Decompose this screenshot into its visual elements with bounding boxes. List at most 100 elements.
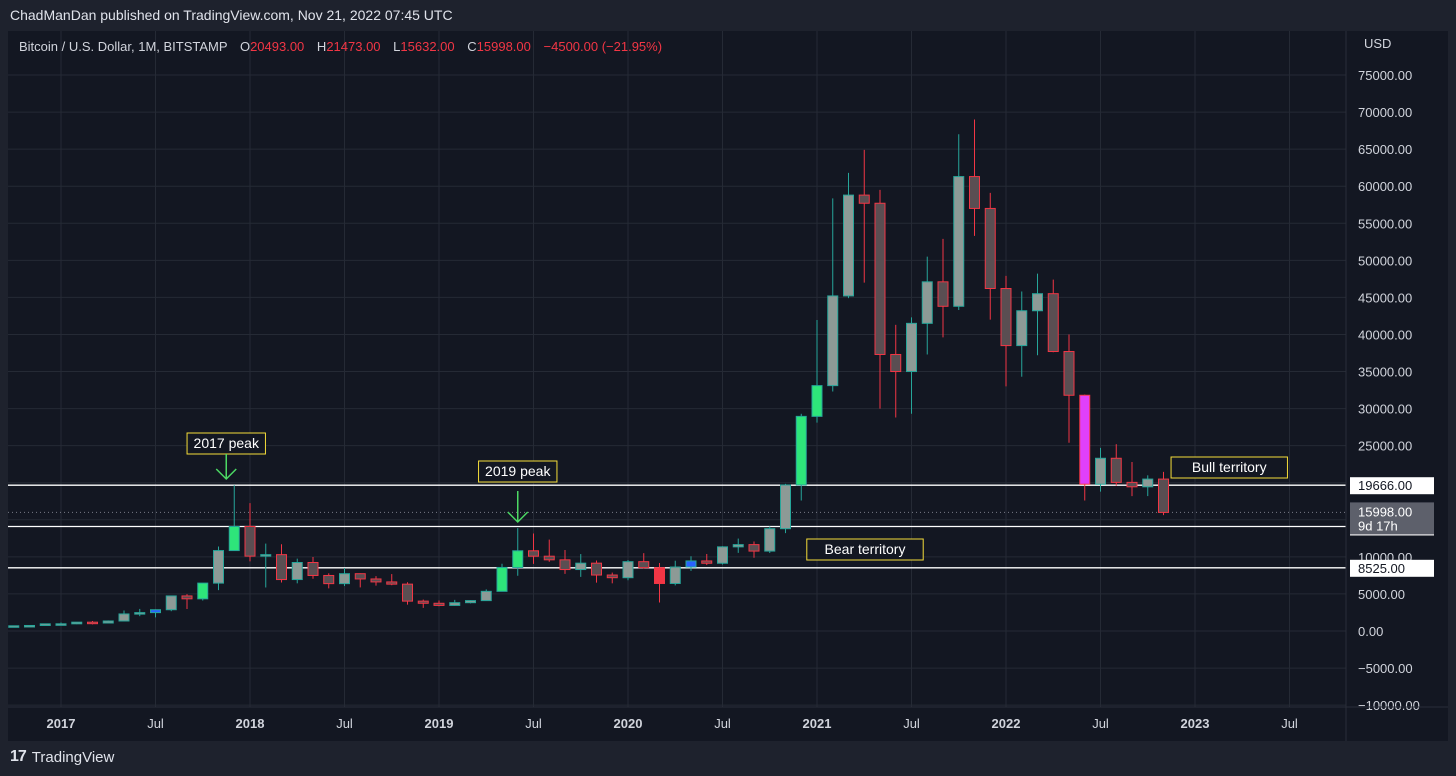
level-price-badge (1350, 559, 1434, 577)
candle-body[interactable] (1016, 310, 1028, 347)
chart-panel[interactable]: 2017 peak 2019 peak Bull territory Bear ter… (8, 31, 1448, 741)
candle-body[interactable] (339, 573, 350, 585)
candle-body[interactable] (906, 322, 917, 373)
candle-body[interactable] (858, 194, 870, 204)
candle-body[interactable] (1063, 351, 1075, 396)
y-tick-label: 60000.00 (1358, 179, 1412, 194)
candle-body[interactable] (87, 621, 98, 625)
candle-body[interactable] (701, 560, 713, 564)
candle-body[interactable] (370, 578, 382, 583)
candle-body[interactable] (71, 621, 83, 625)
annotation-2019-peak-text: 2019 peak (485, 463, 551, 479)
candle-body[interactable] (496, 566, 508, 592)
candle-body[interactable] (512, 550, 524, 568)
candle-body[interactable] (228, 525, 240, 552)
candle-body[interactable] (984, 207, 996, 290)
candle-body[interactable] (969, 176, 980, 209)
candle-body[interactable] (669, 566, 681, 584)
candle-body[interactable] (780, 484, 791, 530)
candle-body[interactable] (953, 176, 965, 307)
candle-body[interactable] (921, 281, 933, 324)
candle-body[interactable] (417, 600, 429, 604)
tradingview-footer[interactable]: 17 TradingView (10, 748, 114, 766)
candle-body[interactable] (102, 620, 114, 624)
x-tick-label: 2022 (992, 716, 1021, 731)
candle-body[interactable] (402, 583, 413, 602)
change-value: −4500.00 (−21.95%) (543, 39, 663, 54)
high-label: H (316, 39, 327, 54)
candle-body[interactable] (165, 595, 177, 611)
low-label: L (393, 39, 401, 54)
candle-body[interactable] (559, 559, 571, 571)
candle-body[interactable] (197, 582, 209, 600)
candle-body[interactable] (1095, 457, 1106, 485)
candle-body[interactable] (213, 550, 224, 584)
candle-body[interactable] (24, 624, 35, 628)
annotation-2017-peak-text: 2017 peak (194, 435, 260, 451)
candle-body[interactable] (638, 561, 650, 569)
candle-body[interactable] (1000, 288, 1012, 347)
annotation-bull-territory-border (1170, 456, 1288, 479)
annotation-2019-peak[interactable]: 2019 peak (478, 460, 558, 483)
candle-body[interactable] (39, 623, 51, 626)
candle-body[interactable] (8, 625, 20, 628)
candle-body[interactable] (386, 581, 398, 585)
y-tick-label: 5000.00 (1358, 587, 1405, 602)
candle-body[interactable] (764, 528, 776, 552)
candle-body[interactable] (354, 573, 366, 580)
candle-body[interactable] (937, 281, 949, 307)
candle-body[interactable] (480, 590, 492, 602)
candle-body[interactable] (55, 623, 67, 626)
x-tick-label: 2019 (425, 716, 454, 731)
candle-body[interactable] (276, 554, 287, 581)
candle-body[interactable] (795, 415, 807, 486)
candle-body[interactable] (449, 602, 461, 606)
candle-body[interactable] (465, 600, 476, 604)
candle-body[interactable] (260, 554, 272, 557)
candle-body[interactable] (433, 602, 445, 606)
candle-body[interactable] (1047, 293, 1059, 353)
candle-body[interactable] (307, 562, 319, 576)
candle-body[interactable] (323, 574, 335, 585)
y-tick-label: −10000.00 (1358, 698, 1420, 713)
candle-body[interactable] (1126, 481, 1138, 488)
candle-body[interactable] (827, 295, 839, 387)
close-label: C (467, 39, 477, 54)
candlestick-chart[interactable]: 2017 peak 2019 peak Bull territory Bear ter… (8, 31, 1448, 741)
candle-body[interactable] (575, 562, 587, 571)
candle-body[interactable] (811, 385, 823, 417)
candle-body[interactable] (606, 574, 618, 579)
candle-body[interactable] (685, 560, 697, 568)
candle-body[interactable] (874, 202, 886, 355)
candle-body[interactable] (890, 353, 902, 373)
candle-body[interactable] (244, 525, 256, 557)
candle-body[interactable] (181, 595, 193, 600)
annotation-bull-territory[interactable]: Bull territory (1170, 456, 1288, 479)
candle-body[interactable] (717, 546, 728, 564)
candle-body[interactable] (528, 550, 539, 557)
candle-body[interactable] (843, 194, 854, 297)
x-tick-label: 2020 (614, 716, 643, 731)
candle-body[interactable] (543, 555, 555, 561)
y-tick-label: 65000.00 (1358, 142, 1412, 157)
candle-body[interactable] (622, 561, 634, 579)
candle-body[interactable] (1079, 394, 1091, 485)
publisher-line: ChadManDan published on TradingView.com,… (10, 7, 453, 23)
annotation-2017-peak[interactable]: 2017 peak (186, 432, 266, 455)
candle-body[interactable] (732, 544, 744, 548)
candle-body[interactable] (591, 562, 602, 576)
y-tick-label: 40000.00 (1358, 327, 1412, 342)
candle-body[interactable] (1142, 478, 1154, 488)
candle-body[interactable] (118, 613, 130, 622)
candle-body[interactable] (291, 562, 303, 581)
level-price-badge (1350, 477, 1434, 495)
candle-body[interactable] (1158, 478, 1169, 513)
candle-body[interactable] (654, 567, 665, 584)
candle-body[interactable] (150, 609, 161, 614)
candle-body[interactable] (134, 612, 146, 615)
candle-body[interactable] (1032, 293, 1043, 312)
candle-body[interactable] (748, 544, 760, 552)
annotation-bear-territory[interactable]: Bear territory (806, 538, 924, 561)
x-tick-label: Jul (147, 716, 164, 731)
candle-body[interactable] (1110, 457, 1122, 483)
